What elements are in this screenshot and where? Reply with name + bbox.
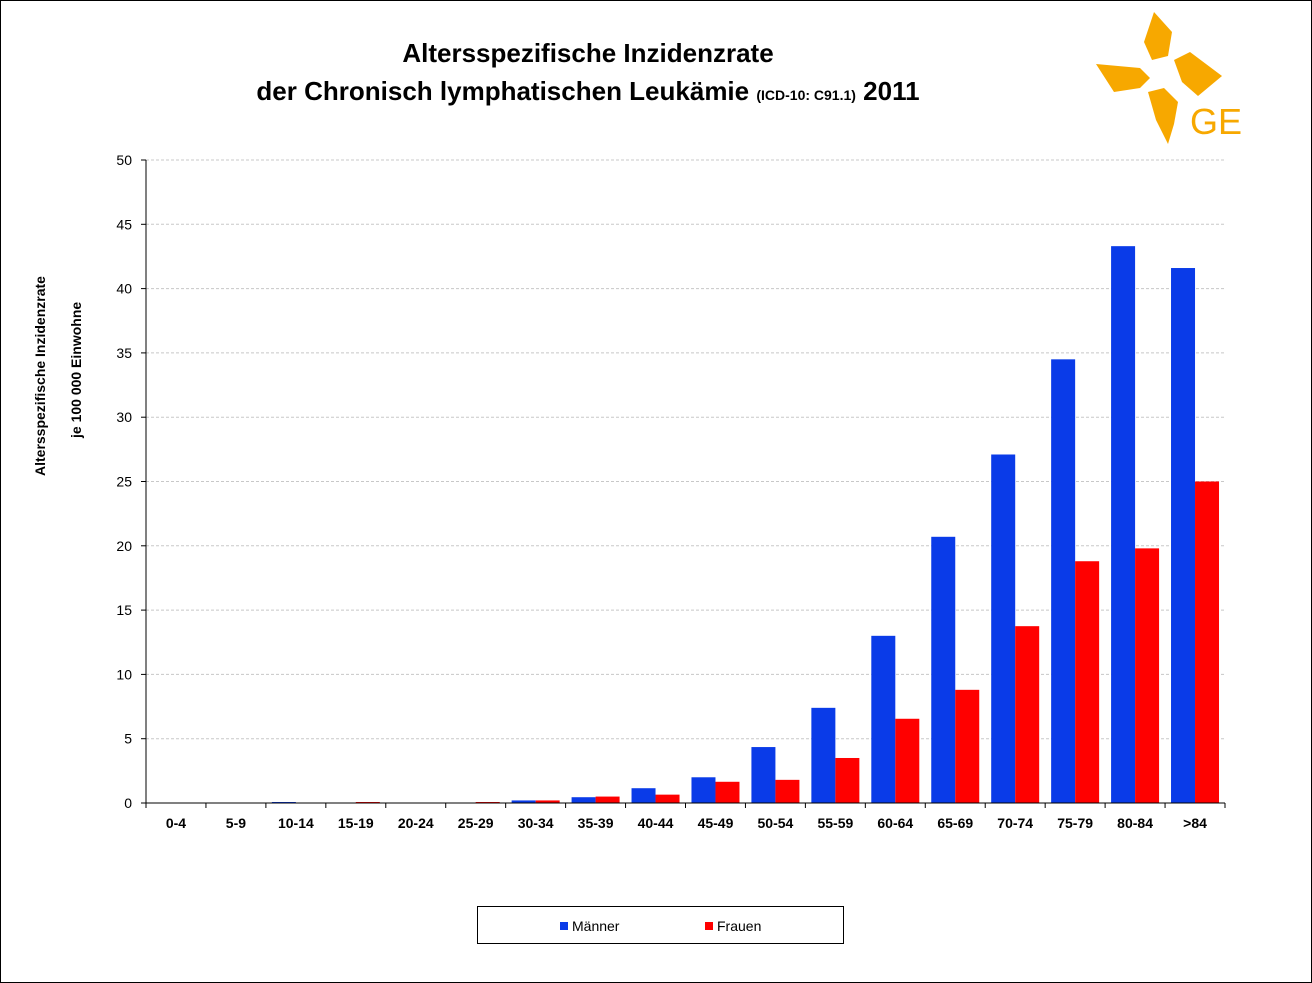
x-tick-label: 0-4: [166, 815, 186, 831]
x-tick-label: 10-14: [278, 815, 314, 831]
bar-maenner: [631, 788, 656, 803]
bar-maenner: [991, 454, 1016, 803]
y-tick-label: 0: [124, 795, 132, 811]
legend-label-maenner: Männer: [572, 918, 620, 934]
bar-frauen: [835, 757, 860, 803]
bar-maenner: [1171, 268, 1196, 803]
legend-swatch-maenner: [560, 922, 568, 930]
y-tick-label: 10: [116, 666, 132, 682]
x-tick-label: 20-24: [398, 815, 434, 831]
bar-frauen: [1015, 626, 1040, 803]
x-tick-label: 75-79: [1057, 815, 1093, 831]
bar-maenner: [571, 797, 596, 803]
bar-frauen: [715, 781, 740, 803]
bar-frauen: [595, 796, 620, 803]
y-tick-label: 20: [116, 538, 132, 554]
bar-maenner: [511, 800, 536, 803]
legend-swatch-frauen: [705, 922, 713, 930]
x-tick-label: 30-34: [518, 815, 554, 831]
y-tick-label: 35: [116, 345, 132, 361]
y-tick-label: 5: [124, 731, 132, 747]
x-tick-label: >84: [1183, 815, 1207, 831]
y-tick-label: 40: [116, 281, 132, 297]
x-tick-label: 65-69: [937, 815, 973, 831]
legend-label-frauen: Frauen: [717, 918, 762, 934]
x-tick-label: 80-84: [1117, 815, 1153, 831]
bar-frauen: [535, 800, 560, 803]
legend-item-frauen: Frauen: [705, 918, 761, 934]
x-tick-label: 45-49: [698, 815, 734, 831]
x-tick-label: 40-44: [638, 815, 674, 831]
chart-title-icd: (ICD-10: C91.1): [756, 87, 856, 103]
x-tick-label: 50-54: [758, 815, 794, 831]
chart-title-line-2: der Chronisch lymphatischen Leukämie (IC…: [0, 76, 1176, 107]
x-tick-label: 60-64: [877, 815, 913, 831]
x-tick-label: 25-29: [458, 815, 494, 831]
legend-item-maenner: Männer: [560, 918, 619, 934]
bar-frauen: [655, 794, 680, 803]
x-tick-label: 15-19: [338, 815, 374, 831]
bar-maenner: [931, 536, 956, 803]
legend: Männer Frauen: [477, 906, 844, 944]
bar-maenner: [751, 747, 776, 803]
x-tick-label: 70-74: [997, 815, 1033, 831]
y-tick-label: 50: [116, 152, 132, 168]
bar-frauen: [1135, 548, 1160, 803]
y-tick-label: 45: [116, 216, 132, 232]
bar-maenner: [1051, 359, 1076, 803]
y-tick-label: 25: [116, 474, 132, 490]
bar-maenner: [691, 777, 716, 803]
bar-maenner: [811, 707, 836, 803]
x-tick-label: 5-9: [226, 815, 246, 831]
gekid-logo-icon: GEKID: [1096, 12, 1244, 144]
chart-title-year: 2011: [855, 76, 920, 106]
bar-frauen: [775, 779, 800, 803]
x-tick-label: 55-59: [817, 815, 853, 831]
bar-frauen: [895, 718, 920, 803]
bar-maenner: [1111, 246, 1136, 804]
y-tick-label: 15: [116, 602, 132, 618]
bar-frauen: [1195, 481, 1220, 803]
bar-frauen: [955, 689, 980, 803]
bar-frauen: [1075, 561, 1100, 803]
x-tick-label: 35-39: [578, 815, 614, 831]
bar-maenner: [871, 635, 896, 803]
chart-title-main: der Chronisch lymphatischen Leukämie: [256, 76, 757, 106]
y-tick-label: 30: [116, 409, 132, 425]
chart-title-line-1: Altersspezifische Inzidenzrate: [402, 38, 774, 68]
gekid-logo-text: GEKID: [1190, 101, 1244, 142]
